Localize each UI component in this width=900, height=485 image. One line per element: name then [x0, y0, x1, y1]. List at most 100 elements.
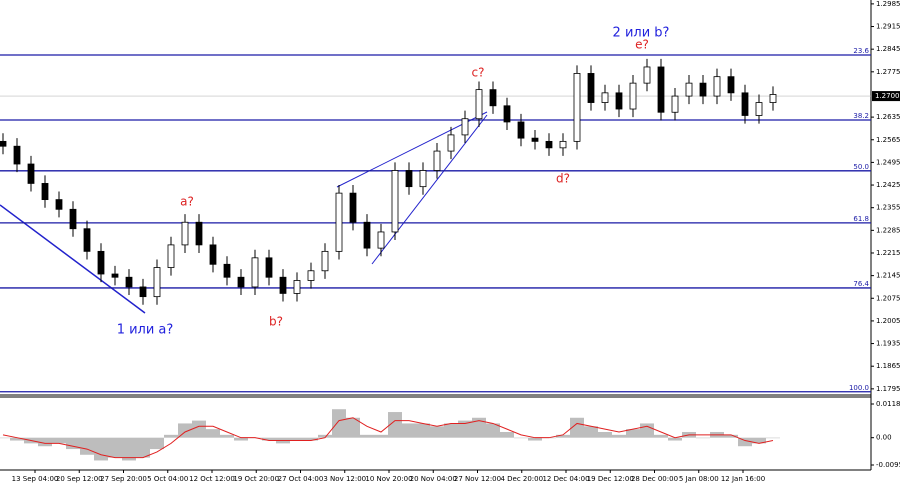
histogram-bar	[500, 431, 514, 438]
candle-body	[433, 150, 441, 171]
x-tick-label: 5 Oct 04:00	[147, 475, 188, 483]
candle-body	[629, 82, 637, 110]
histogram-bar	[640, 423, 654, 438]
histogram-bar	[136, 437, 150, 458]
candle-body	[713, 76, 721, 97]
histogram-bar	[0, 437, 10, 439]
histogram-bar	[94, 437, 108, 461]
wave-label: 2 или b?	[613, 26, 670, 41]
histogram-bar	[374, 434, 388, 438]
histogram-bar	[346, 417, 360, 438]
histogram-bar	[150, 437, 164, 450]
candle-body	[321, 250, 329, 272]
current-price-label: 1.2700	[875, 92, 900, 100]
histogram-bar	[220, 434, 234, 438]
candle-body	[741, 92, 749, 116]
x-tick-label: 4 Dec 20:00	[500, 475, 543, 483]
y-tick-label: 1.2565	[876, 136, 900, 144]
candle-body	[153, 267, 161, 298]
histogram-bar	[304, 437, 318, 441]
wave-label: e?	[635, 38, 649, 52]
fib-label: 61.8	[853, 215, 869, 223]
histogram-bar	[626, 429, 640, 438]
candle-body	[419, 170, 427, 188]
price-panel: 1.2985 1.2915 1.2845 1.2775 1.2635 1.2565 1.24…	[0, 0, 900, 393]
fib-label: 50.0	[853, 163, 869, 171]
y-tick-label: 1.2635	[876, 113, 900, 121]
histogram-bar	[528, 437, 542, 441]
candle-body	[699, 82, 707, 97]
histogram-bar	[612, 434, 626, 438]
y-tick-label: 1.2915	[876, 23, 900, 31]
candle-body	[657, 66, 665, 113]
histogram-bar	[752, 437, 766, 444]
candle-body	[405, 170, 413, 188]
candle-body	[559, 140, 567, 149]
candle-body	[545, 140, 553, 149]
histogram-bar	[472, 417, 486, 438]
signal-line	[2, 417, 774, 459]
candle-body	[27, 163, 35, 184]
y-tick-label: 1.2145	[876, 272, 900, 280]
wave-label: a?	[180, 195, 194, 209]
fib-label: 100.0	[849, 384, 869, 392]
histogram-bar	[766, 437, 780, 439]
x-tick-label: 5 Jan 08:00	[679, 475, 719, 483]
candle-body	[503, 105, 511, 123]
candle-body	[475, 89, 483, 120]
histogram-bar	[262, 437, 276, 441]
fib-label: 76.4	[853, 280, 869, 288]
y-tick-label: 1.2985	[876, 0, 900, 8]
candle-body	[13, 145, 21, 165]
histogram-bar	[52, 437, 66, 444]
histogram-bar	[416, 423, 430, 438]
candle-body	[587, 73, 595, 103]
x-tick-label: 10 Nov 20:00	[365, 475, 412, 483]
candle-body	[279, 276, 287, 294]
y-tick-label: 1.2495	[876, 158, 900, 166]
histogram-bar	[556, 434, 570, 438]
histogram-bar	[178, 423, 192, 438]
x-tick-label: 27 Sep 20:00	[100, 475, 147, 483]
histogram-bar	[654, 434, 668, 438]
indicator-panel: 0.01183 0.00 -0.00959	[0, 400, 900, 469]
candle-body	[685, 82, 693, 97]
candle-body	[209, 244, 217, 265]
candle-body	[237, 276, 245, 288]
candle-body	[97, 250, 105, 275]
y-tick-label: 0.00	[876, 434, 892, 442]
y-tick-label: 1.2775	[876, 68, 900, 76]
x-tick-label: 12 Jan 16:00	[721, 475, 765, 483]
x-tick-label: 27 Nov 12:00	[454, 475, 501, 483]
candle-body	[83, 228, 91, 252]
candle-body	[391, 170, 399, 233]
candle-body	[377, 231, 385, 249]
histogram-bar	[598, 431, 612, 438]
y-tick-label: 1.2355	[876, 204, 900, 212]
candle-body	[251, 257, 259, 288]
wave-label: c?	[472, 66, 485, 80]
histogram-bar	[514, 437, 528, 439]
x-tick-label: 3 Nov 12:00	[323, 475, 366, 483]
histogram-bar	[570, 417, 584, 438]
fib-label: 38.2	[853, 112, 869, 120]
current-price-box	[872, 91, 900, 102]
candle-body	[615, 92, 623, 110]
histogram-bar	[360, 434, 374, 438]
histogram-bar	[444, 423, 458, 438]
fib-label: 23.6	[853, 47, 869, 55]
candle-body	[349, 192, 357, 223]
candle-body	[531, 137, 539, 142]
histogram-bar	[696, 437, 710, 439]
candle-body	[195, 221, 203, 246]
histogram-bar	[738, 437, 752, 447]
x-tick-label: 13 Sep 04:00	[12, 475, 59, 483]
candle-body	[461, 118, 469, 136]
candle-body	[0, 140, 7, 147]
histogram-bar	[10, 437, 24, 441]
x-tick-label: 19 Dec 12:00	[587, 475, 634, 483]
histogram-bar	[668, 437, 682, 441]
histogram-bar	[80, 437, 94, 455]
